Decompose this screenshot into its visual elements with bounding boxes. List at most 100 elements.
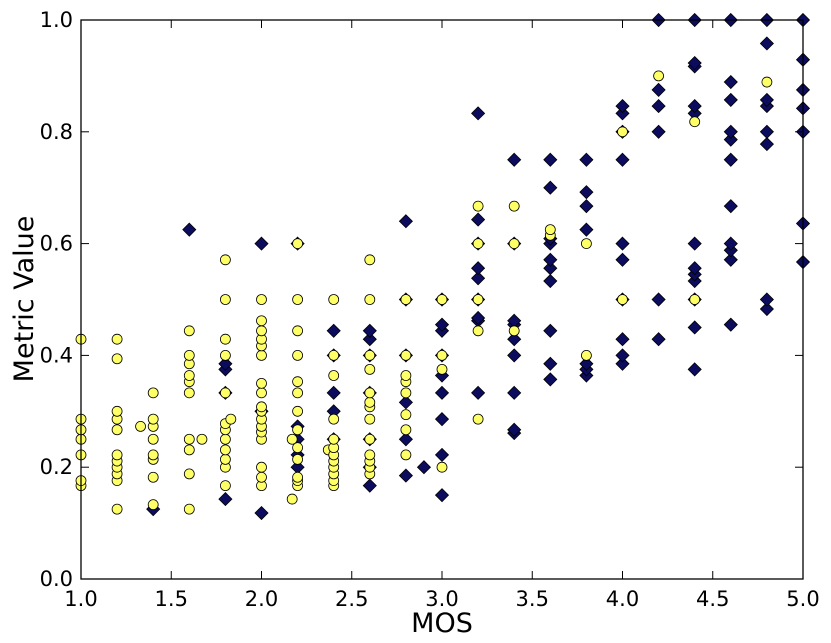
diamond-data-point (218, 491, 233, 507)
x-tick-label: 2.5 (335, 587, 368, 611)
diamond-data-point (218, 356, 233, 371)
diamond-data-point (759, 36, 774, 51)
diamond-data-point (507, 422, 522, 437)
circle-data-point (147, 387, 159, 399)
diamond-data-point (543, 323, 558, 338)
x-tick-label: 4.0 (606, 587, 639, 611)
diamond-data-point (326, 385, 341, 400)
circle-data-point (400, 349, 412, 361)
x-tick-label: 1.0 (64, 587, 97, 611)
circle-data-point (147, 413, 159, 425)
diamond-data-point (687, 99, 702, 114)
diamond-data-point (723, 74, 738, 90)
circle-data-point (183, 468, 195, 480)
diamond-data-point (326, 323, 341, 338)
circle-data-point (364, 433, 376, 445)
circle-data-point (111, 333, 123, 345)
circle-data-point (256, 315, 267, 327)
diamond-data-point (579, 356, 594, 371)
diamond-data-point (687, 236, 702, 251)
circle-data-point (400, 370, 412, 381)
diamond-data-point (471, 310, 486, 326)
circle-data-point (219, 254, 231, 266)
circle-data-point (364, 294, 376, 305)
diamond-data-point (416, 460, 432, 475)
circle-data-point (147, 433, 159, 445)
diamond-data-point (615, 348, 630, 363)
circle-data-point (436, 461, 448, 473)
y-tick-label: 0.0 (40, 567, 73, 591)
circle-data-point (689, 294, 701, 305)
circle-data-point (292, 376, 304, 388)
diamond-data-point (507, 385, 522, 400)
circle-data-point (689, 116, 701, 128)
tick-labels: 1.0 1.5 2.0 2.5 3.0 3.5 4.0 4.5 5.0 0.0 0.2 0.4 0.6 0… (40, 8, 820, 611)
diamond-data-point (254, 236, 269, 251)
circle-data-point (544, 224, 556, 236)
diamond-data-point (543, 252, 558, 267)
diamond-data-point (651, 332, 666, 347)
circle-data-point (111, 503, 123, 515)
circle-data-point (219, 444, 231, 456)
circle-data-point (225, 413, 237, 425)
diamond-data-point (651, 99, 666, 114)
circle-data-point (256, 461, 267, 473)
circle-data-point (219, 294, 231, 305)
diamond-data-point (615, 332, 630, 347)
circle-data-point (508, 200, 520, 212)
circle-data-point (364, 413, 376, 425)
circle-data-point (183, 433, 195, 445)
diamond-data-point (507, 348, 522, 363)
circle-data-point (292, 424, 304, 436)
diamond-data-point (471, 261, 486, 276)
diamond-data-point (687, 261, 702, 276)
circle-data-point (219, 333, 231, 345)
diamond-data-point (615, 106, 630, 121)
diamond-data-point (723, 132, 738, 147)
circle-data-point (292, 471, 304, 483)
axis-ticks (80, 19, 804, 580)
circle-data-point (135, 420, 146, 432)
circle-data-point (581, 238, 592, 250)
diamond-data-point (615, 236, 630, 251)
circle-data-point (436, 349, 448, 361)
circle-data-point (256, 387, 267, 399)
circle-data-point (292, 238, 304, 250)
diamond-data-point (723, 236, 738, 251)
x-tick-label: 5.0 (786, 587, 819, 611)
diamond-data-point (543, 180, 558, 195)
diamond-data-point (759, 292, 774, 307)
circle-data-point (364, 449, 376, 461)
circle-data-point (400, 294, 412, 305)
circle-data-point (111, 449, 123, 461)
diamond-data-point (398, 214, 413, 229)
circle-data-point (364, 254, 376, 266)
circle-data-point (292, 349, 304, 361)
circle-data-point (183, 325, 195, 337)
diamond-data-point (759, 301, 774, 317)
diamond-data-point (615, 252, 630, 267)
circle-data-point (286, 433, 298, 445)
diamond-data-point (507, 152, 522, 167)
diamond-data-point (759, 137, 774, 152)
circle-data-point (328, 370, 340, 381)
circle-data-point (328, 294, 340, 305)
diamond-data-point (723, 152, 738, 167)
diamond-data-point (254, 505, 269, 521)
circle-data-point (436, 294, 448, 305)
x-axis-label: MOS (411, 608, 473, 639)
circle-data-point (183, 349, 195, 361)
circle-data-point (292, 387, 304, 399)
diamond-data-point (471, 385, 486, 400)
circle-data-point (219, 453, 231, 465)
circle-data-point (219, 349, 231, 361)
diamond-data-point (182, 222, 197, 237)
circle-data-point (183, 503, 195, 515)
diamond-data-point (398, 395, 413, 410)
circle-data-point (286, 493, 298, 505)
y-tick-label: 0.6 (40, 232, 73, 256)
diamond-data-point (398, 468, 413, 483)
diamond-data-point (579, 222, 594, 237)
circle-data-point (761, 76, 773, 88)
circle-data-point (256, 325, 267, 337)
